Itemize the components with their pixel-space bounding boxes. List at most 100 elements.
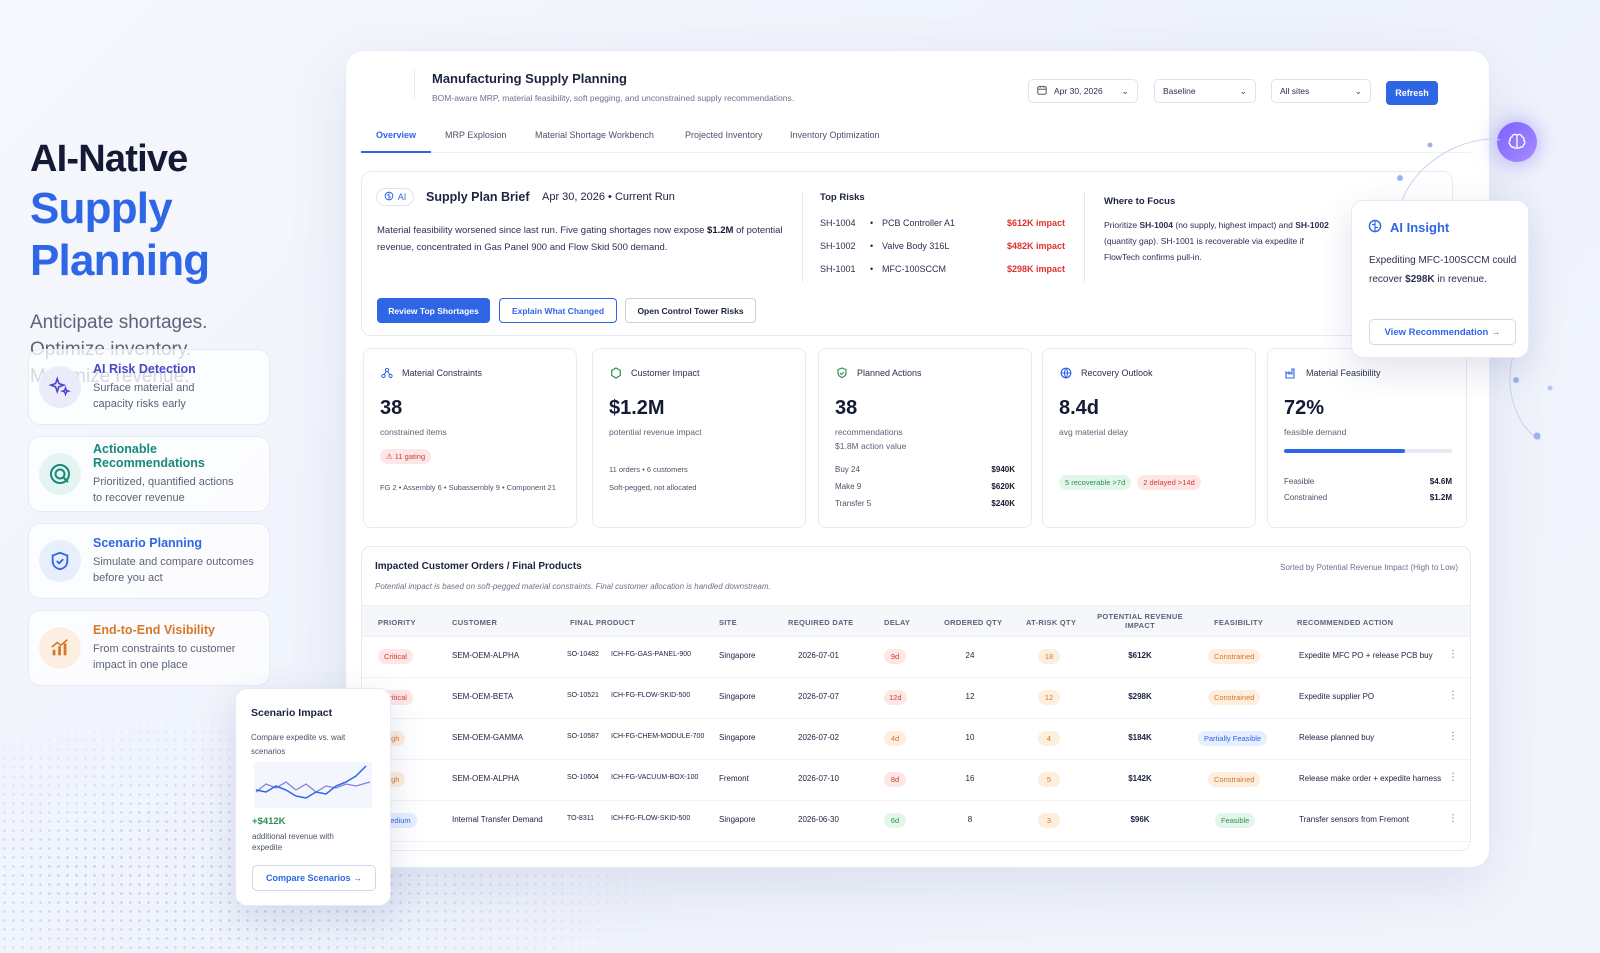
required-date-cell: 2026-07-02 xyxy=(798,733,839,742)
kpi-detail: Soft-pegged, not allocated xyxy=(609,483,697,492)
header-customer[interactable]: Customer xyxy=(452,618,498,627)
table-row[interactable]: Critical SEM-OEM-ALPHA SO-10482 ICH-FG-GAS-… xyxy=(362,637,1470,678)
ordered-qty-cell: 8 xyxy=(967,815,973,824)
kpi-material-constraints[interactable]: Material Constraints 38 constrained item… xyxy=(363,348,577,528)
scenario-sub: additional revenue with expedite xyxy=(252,832,334,852)
ordered-qty-cell: 16 xyxy=(965,774,975,783)
tab-inventory-optimization[interactable]: Inventory Optimization xyxy=(790,130,880,140)
table-sort-label[interactable]: Sorted by Potential Revenue Impact (High… xyxy=(1280,563,1458,572)
table-row[interactable]: High SEM-OEM-ALPHA SO-10604 ICH-FG-VACUUM-B… xyxy=(362,760,1470,801)
table-row[interactable]: Critical SEM-OEM-BETA SO-10521 ICH-FG-FLOW-… xyxy=(362,678,1470,719)
feature-title: End-to-End Visibility xyxy=(93,623,215,637)
kpi-value: 8.4d xyxy=(1059,397,1100,419)
impact-cell: $96K xyxy=(1130,815,1150,824)
date-picker[interactable]: Apr 30, 2026 ⌄ xyxy=(1028,79,1138,103)
more-options-icon[interactable]: ⋮ xyxy=(1448,690,1458,701)
customer-cell: SEM-OEM-BETA xyxy=(452,692,514,701)
ordered-qty-cell: 10 xyxy=(965,733,975,742)
recommended-action-cell: Release planned buy xyxy=(1299,733,1375,742)
divider xyxy=(802,192,803,282)
kpi-customer-impact[interactable]: Customer Impact $1.2M potential revenue … xyxy=(592,348,806,528)
top-risks-title: Top Risks xyxy=(820,192,865,203)
delayed-badge: 2 delayed >14d xyxy=(1137,475,1201,490)
feasibility-badge: Constrained xyxy=(1208,649,1261,664)
supply-plan-brief: AI Supply Plan Brief Apr 30, 2026 • Curr… xyxy=(361,171,1453,336)
kpi-title: Material Constraints xyxy=(402,368,483,378)
table-row[interactable]: High SEM-OEM-GAMMA SO-10587 ICH-FG-CHEM-MOD… xyxy=(362,719,1470,760)
site-cell: Singapore xyxy=(719,733,756,742)
header-potential-revenue-impact[interactable]: Potential Revenue Impact xyxy=(1097,612,1183,630)
recoverable-badge: 5 recoverable >7d xyxy=(1059,475,1132,490)
order-id-cell: SO-10604 xyxy=(567,774,599,781)
delay-badge: 12d xyxy=(884,690,907,705)
more-options-icon[interactable]: ⋮ xyxy=(1448,731,1458,742)
ai-brain-icon[interactable] xyxy=(1497,122,1537,162)
order-id-cell: TO-8311 xyxy=(567,815,594,822)
header-priority[interactable]: Priority xyxy=(378,618,416,627)
site-select[interactable]: All sites ⌄ xyxy=(1271,79,1371,103)
risk-row[interactable]: SH-1001 • MFC-100SCCM $298K impact xyxy=(820,264,1065,274)
open-control-tower-risks-button[interactable]: Open Control Tower Risks xyxy=(625,298,756,323)
header-delay[interactable]: Delay xyxy=(884,618,911,627)
at-risk-qty-badge: 18 xyxy=(1038,649,1060,664)
network-icon xyxy=(380,366,394,380)
scenario-sparkline xyxy=(254,762,372,808)
gating-badge: ⚠ 11 gating xyxy=(380,449,432,464)
refresh-button[interactable]: Refresh xyxy=(1386,81,1438,105)
kpi-label: potential revenue impact xyxy=(609,427,702,437)
at-risk-qty-badge: 12 xyxy=(1038,690,1060,705)
kpi-recovery-outlook[interactable]: Recovery Outlook 8.4d avg material delay… xyxy=(1042,348,1256,528)
kpi-planned-actions[interactable]: Planned Actions 38 recommendations $1.8M … xyxy=(818,348,1032,528)
tab-mrp-explosion[interactable]: MRP Explosion xyxy=(445,130,507,140)
kpi-material-feasibility[interactable]: Material Feasibility 72% feasible demand… xyxy=(1267,348,1467,528)
kpi-label: feasible demand xyxy=(1284,427,1347,437)
tab-bar: Overview MRP Explosion Material Shortage… xyxy=(361,118,1471,153)
header-final-product[interactable]: Final Product xyxy=(570,618,636,627)
compare-scenarios-button[interactable]: Compare Scenarios → xyxy=(252,865,376,891)
kpi-value: 38 xyxy=(835,397,858,419)
feasibility-progress-fill xyxy=(1284,449,1405,453)
feature-ai-risk-detection: AI Risk Detection Surface material and ca… xyxy=(28,349,270,425)
header-site[interactable]: Site xyxy=(719,618,737,627)
table-header: Priority Customer Final Product Site Req… xyxy=(362,605,1470,637)
feature-scenario-planning: Scenario Planning Simulate and compare o… xyxy=(28,523,270,599)
review-top-shortages-button[interactable]: Review Top Shortages xyxy=(377,298,490,323)
risk-row[interactable]: SH-1002 • Valve Body 316L $482K impact xyxy=(820,241,1065,251)
kpi-label: constrained items xyxy=(380,427,447,437)
hexagon-icon xyxy=(609,366,623,380)
scenario-select[interactable]: Baseline ⌄ xyxy=(1154,79,1256,103)
customer-cell: SEM-OEM-ALPHA xyxy=(452,651,520,660)
header-required-date[interactable]: Required Date xyxy=(788,618,854,627)
site-cell: Singapore xyxy=(719,815,756,824)
feature-actionable-recommendations: Actionable Recommendations Prioritized, … xyxy=(28,436,270,512)
calendar-icon xyxy=(1037,85,1047,97)
site-value: All sites xyxy=(1280,86,1310,96)
tab-projected-inventory[interactable]: Projected Inventory xyxy=(685,130,763,140)
site-cell: Singapore xyxy=(719,651,756,660)
table-row[interactable]: Medium Internal Transfer Demand TO-8311 ICH… xyxy=(362,801,1470,842)
header-feasibility[interactable]: Feasibility xyxy=(1214,618,1264,627)
view-recommendation-button[interactable]: View Recommendation → xyxy=(1369,319,1516,345)
header-ordered-qty[interactable]: Ordered Qty xyxy=(944,618,1003,627)
header-at-risk-qty[interactable]: At-Risk Qty xyxy=(1026,618,1077,627)
more-options-icon[interactable]: ⋮ xyxy=(1448,813,1458,824)
more-options-icon[interactable]: ⋮ xyxy=(1448,649,1458,660)
recommended-action-cell: Transfer sensors from Fremont xyxy=(1299,815,1409,824)
product-cell: ICH-FG-FLOW-SKID-500 xyxy=(611,815,691,822)
risk-row[interactable]: SH-1004 • PCB Controller A1 $612K impact xyxy=(820,218,1065,228)
action-row: Transfer 5 $240K xyxy=(835,499,1015,508)
tab-material-shortage-workbench[interactable]: Material Shortage Workbench xyxy=(535,130,654,140)
header: Manufacturing Supply Planning BOM-aware … xyxy=(346,51,1489,116)
order-id-cell: SO-10587 xyxy=(567,733,599,740)
table-subtitle: Potential impact is based on soft-pegged… xyxy=(375,582,771,591)
header-recommended-action[interactable]: Recommended Action xyxy=(1297,618,1394,627)
required-date-cell: 2026-07-07 xyxy=(798,692,839,701)
brain-icon xyxy=(384,191,394,203)
ai-insight-card: AI Insight Expediting MFC-100SCCM could … xyxy=(1351,200,1529,358)
recommended-action-cell: Expedite MFC PO + release PCB buy xyxy=(1299,651,1433,660)
tab-overview[interactable]: Overview xyxy=(376,130,417,140)
insight-title: AI Insight xyxy=(1390,220,1450,235)
explain-what-changed-button[interactable]: Explain What Changed xyxy=(499,298,617,323)
more-options-icon[interactable]: ⋮ xyxy=(1448,772,1458,783)
at-risk-qty-badge: 3 xyxy=(1038,813,1060,828)
